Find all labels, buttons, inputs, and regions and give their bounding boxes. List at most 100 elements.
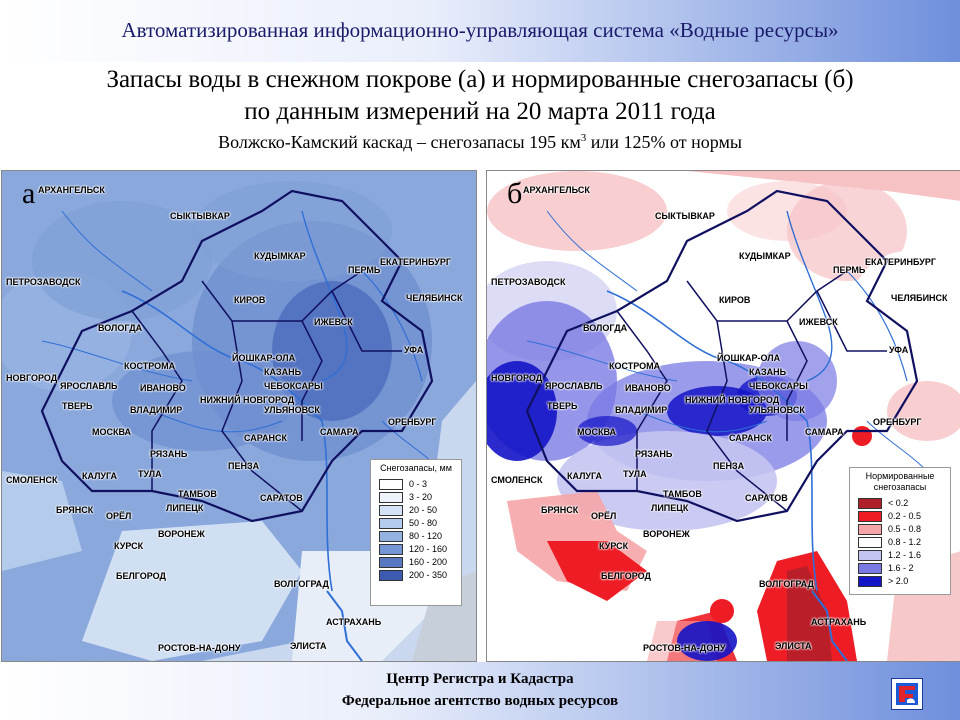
map-b-city-label: РОСТОВ-НА-ДОНУ	[643, 643, 726, 653]
legend-label: 0.2 - 0.5	[888, 511, 922, 521]
map-a-city-label: ВЛАДИМИР	[130, 405, 183, 415]
map-b-city-label: ОРЕНБУРГ	[873, 417, 922, 427]
legend-item: 160 - 200	[379, 556, 455, 568]
page-title-line2: по данным измерений на 20 марта 2011 год…	[244, 98, 716, 125]
map-a-city-label: ЧЕЛЯБИНСК	[406, 293, 463, 303]
map-a-city-label: УФА	[404, 345, 424, 355]
map-a-city-label: ОРЕНБУРГ	[388, 417, 437, 427]
map-b-city-label: ВОЛОГДА	[583, 323, 628, 333]
legend-item: 3 - 20	[379, 491, 455, 503]
map-b-city-label: НОВГОРОД	[491, 373, 543, 383]
legend-title-line2: снегозапасы	[873, 482, 927, 492]
map-a-city-label: МОСКВА	[92, 427, 132, 437]
legend-label: 50 - 80	[409, 518, 438, 528]
map-a-city-label: КАЗАНЬ	[264, 367, 302, 377]
map-a-city-label: ВОЛГОГРАД	[274, 579, 329, 589]
legend-swatch	[379, 569, 403, 581]
map-b-city-label: КУРСК	[599, 541, 629, 551]
map-a-city-label: НОВГОРОД	[6, 373, 58, 383]
map-b-city-label: САРАНСК	[729, 433, 772, 443]
map-b-city-label: ЙОШКАР-ОЛА	[717, 353, 781, 363]
legend-label: 0.8 - 1.2	[888, 537, 922, 547]
subtitle-text: Волжско-Камский каскад – снегозапасы 195…	[218, 132, 581, 152]
map-a-city-label: УЛЬЯНОВСК	[264, 405, 320, 415]
map-a-city-label: САРАТОВ	[260, 493, 303, 503]
legend-item: 1.6 - 2	[858, 562, 944, 574]
map-b-city-label: КОСТРОМА	[609, 361, 661, 371]
map-a-city-label: АСТРАХАНЬ	[326, 617, 382, 627]
legend-item: 0.5 - 0.8	[858, 523, 944, 535]
legend-label: < 0.2	[888, 498, 909, 508]
map-b-city-label: КАЛУГА	[567, 471, 603, 481]
subtitle-superscript: 3	[580, 132, 587, 144]
map-a-city-label: ЛИПЕЦК	[166, 503, 204, 513]
map-a-city-label: СЫКТЫВКАР	[170, 211, 230, 221]
map-a-city-label: АРХАНГЕЛЬСК	[38, 185, 105, 195]
legend-item: 80 - 120	[379, 530, 455, 542]
snow-water-legend: Снегозапасы, мм 0 - 3 3 - 20 20 - 50 50 - 8…	[370, 459, 462, 606]
map-b-city-label: КИРОВ	[719, 295, 751, 305]
map-a-city-label: ПЕТРОЗАВОДСК	[6, 277, 81, 287]
map-b-city-label: ПЕРМЬ	[833, 265, 866, 275]
map-b-city-label: ЯРОСЛАВЛЬ	[545, 381, 603, 391]
legend-swatch	[379, 530, 403, 542]
map-a-city-label: САМАРА	[320, 427, 359, 437]
legend-item: 20 - 50	[379, 504, 455, 516]
map-b-city-label: АРХАНГЕЛЬСК	[523, 185, 590, 195]
map-b-city-label: НИЖНИЙ НОВГОРОД	[685, 395, 780, 405]
header-bar: Автоматизированная информационно-управля…	[0, 0, 960, 62]
legend-item: 200 - 350	[379, 569, 455, 581]
map-a-city-label: ПЕНЗА	[228, 461, 260, 471]
legend-label: 0.5 - 0.8	[888, 524, 922, 534]
map-b-city-label: САМАРА	[805, 427, 844, 437]
agency-logo-icon	[891, 678, 923, 710]
map-b-city-label: ЭЛИСТА	[775, 641, 812, 651]
legend-item: 50 - 80	[379, 517, 455, 529]
legend-swatch	[858, 523, 882, 535]
map-a-city-label: ИВАНОВО	[140, 383, 186, 393]
map-b-city-label: КАЗАНЬ	[749, 367, 787, 377]
map-b-city-label: БЕЛГОРОД	[601, 571, 651, 581]
map-a-city-label: БЕЛГОРОД	[116, 571, 166, 581]
map-a-letter: а	[22, 177, 36, 210]
map-b-city-label: ЛИПЕЦК	[651, 503, 689, 513]
map-a-city-label: ЭЛИСТА	[290, 641, 327, 651]
normalized-snow-map: б Нормированные снегозапасы < 0.2 0.2 - 0…	[486, 170, 960, 662]
map-a-city-label: ТУЛА	[138, 469, 162, 479]
normalized-snow-legend: Нормированные снегозапасы < 0.2 0.2 - 0.5…	[849, 467, 951, 595]
map-a-city-label: КУРСК	[114, 541, 144, 551]
legend-swatch	[379, 517, 403, 529]
legend-swatch	[379, 504, 403, 516]
map-b-city-label: СЫКТЫВКАР	[655, 211, 715, 221]
legend-label: 1.6 - 2	[888, 563, 914, 573]
map-b-city-label: ТАМБОВ	[663, 489, 702, 499]
map-b-letter: б	[507, 177, 523, 210]
map-b-city-label: КУДЫМКАР	[739, 251, 791, 261]
map-a-city-label: КУДЫМКАР	[254, 251, 306, 261]
legend-swatch	[858, 562, 882, 574]
map-b-city-label: ЧЕБОКСАРЫ	[749, 381, 808, 391]
legend-item: 0.8 - 1.2	[858, 536, 944, 548]
legend-item: 1.2 - 1.6	[858, 549, 944, 561]
legend-label: > 2.0	[888, 576, 909, 586]
map-b-city-label: ТВЕРЬ	[547, 401, 578, 411]
legend-swatch	[379, 491, 403, 503]
map-b-city-label: ИЖЕВСК	[799, 317, 838, 327]
map-b-city-label: СМОЛЕНСК	[491, 475, 543, 485]
map-a-city-label: ЕКАТЕРИНБУРГ	[380, 257, 451, 267]
map-b-city-label: УЛЬЯНОВСК	[749, 405, 805, 415]
legend-label: 0 - 3	[409, 479, 428, 489]
map-b-city-label: ПЕТРОЗАВОДСК	[491, 277, 566, 287]
legend-swatch	[858, 549, 882, 561]
page-subtitle: Волжско-Камский каскад – снегозапасы 195…	[0, 132, 960, 153]
map-b-city-label: ВЛАДИМИР	[615, 405, 668, 415]
map-a-city-label: БРЯНСК	[56, 505, 94, 515]
map-a-city-label: КАЛУГА	[82, 471, 118, 481]
legend-label: 20 - 50	[409, 505, 438, 515]
map-b-city-label: МОСКВА	[577, 427, 617, 437]
normalized-snow-map-canvas	[487, 171, 960, 661]
legend-label: 80 - 120	[409, 531, 443, 541]
map-a-city-label: ЙОШКАР-ОЛА	[232, 353, 296, 363]
legend-title-line1: Нормированные	[865, 471, 935, 481]
map-a-city-label: ВОЛОГДА	[98, 323, 143, 333]
